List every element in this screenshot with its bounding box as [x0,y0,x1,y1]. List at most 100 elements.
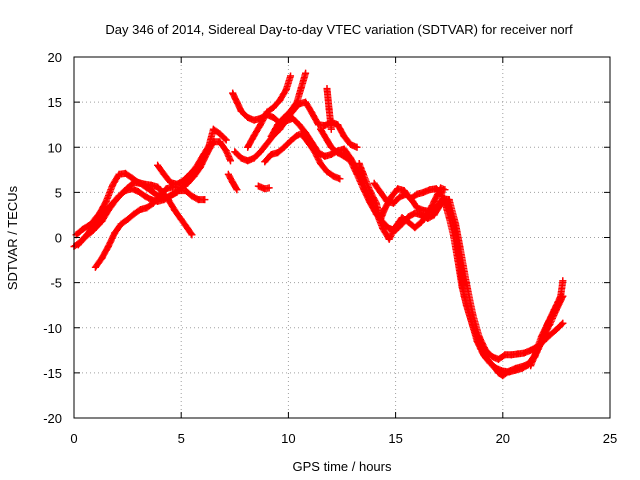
data-point [302,98,310,106]
data-point [398,220,406,228]
data-point [111,197,119,205]
x-tick-label: 5 [178,431,185,446]
data-point [413,190,421,198]
data-point [327,150,335,158]
data-point [74,241,82,249]
series-track-8 [229,89,449,243]
data-point [334,149,342,157]
data-point [276,96,284,104]
data-point [282,85,290,93]
data-point [244,143,252,151]
data-point [507,351,515,359]
data-point [540,332,548,340]
data-point [314,121,322,129]
data-point [441,186,449,194]
x-tick-label: 15 [388,431,402,446]
data-point [370,179,378,187]
data-point [199,152,207,160]
data-point [115,170,123,178]
data-point [327,143,335,151]
data-point [501,351,509,359]
data-point [505,368,513,376]
data-point [527,346,535,354]
data-point [229,178,237,186]
data-point [229,89,237,97]
data-point [257,148,265,156]
data-point [394,185,402,193]
data-point [552,306,560,314]
x-tick-label: 0 [70,431,77,446]
data-point [411,209,419,217]
data-point [486,359,494,367]
data-point [134,187,142,195]
data-point [377,188,385,196]
data-point [297,130,305,138]
data-point [419,206,427,214]
data-point [355,159,363,167]
data-point [323,85,331,93]
data-point [327,125,335,133]
data-point [261,158,269,166]
data-point [359,185,367,193]
data-point [231,148,239,156]
series-track-12 [267,69,310,140]
data-point [91,263,99,271]
data-point [181,187,189,195]
y-tick-label: 10 [48,140,62,155]
data-point [445,205,453,213]
data-point [445,196,453,204]
data-point [340,145,348,153]
data-point [263,108,271,116]
data-point [244,157,252,165]
series-track-17 [527,292,567,370]
data-point [209,125,217,133]
data-point [297,84,305,92]
data-point [265,184,273,192]
data-point [293,98,301,106]
data-point [117,220,125,228]
data-point [379,224,387,232]
data-point [527,362,535,370]
data-point [257,121,265,129]
data-point [317,125,325,133]
y-tick-label: -15 [43,366,62,381]
data-point [308,109,316,117]
data-point [413,204,421,212]
data-point [96,209,104,217]
data-point [432,185,440,193]
data-point [430,197,438,205]
data-point [473,337,481,345]
data-point [79,225,87,233]
data-point [295,121,303,129]
data-point [237,107,245,115]
data-point [385,224,393,232]
data-point [409,197,417,205]
series-track-11 [261,130,344,183]
data-point [417,218,425,226]
data-point [261,185,269,193]
data-point [156,193,164,201]
data-point [336,175,344,183]
x-tick-label: 10 [281,431,295,446]
y-tick-label: -10 [43,321,62,336]
data-point [546,320,554,328]
data-point [518,364,526,372]
data-point [250,116,258,124]
data-point-trail [527,292,567,370]
data-point [136,206,144,214]
data-point [227,157,235,165]
data-point [432,203,440,211]
series-track-9 [244,72,295,151]
data-point [492,364,500,372]
data-point [424,215,432,223]
y-tick-label: 20 [48,50,62,65]
data-point [175,187,183,195]
data-point [353,143,361,151]
series-track-14 [323,85,335,133]
x-tick-label: 20 [496,431,510,446]
data-point [194,196,202,204]
data-point [269,104,277,112]
data-point [222,136,230,144]
data-point-trail [229,89,449,243]
data-point [216,130,224,138]
